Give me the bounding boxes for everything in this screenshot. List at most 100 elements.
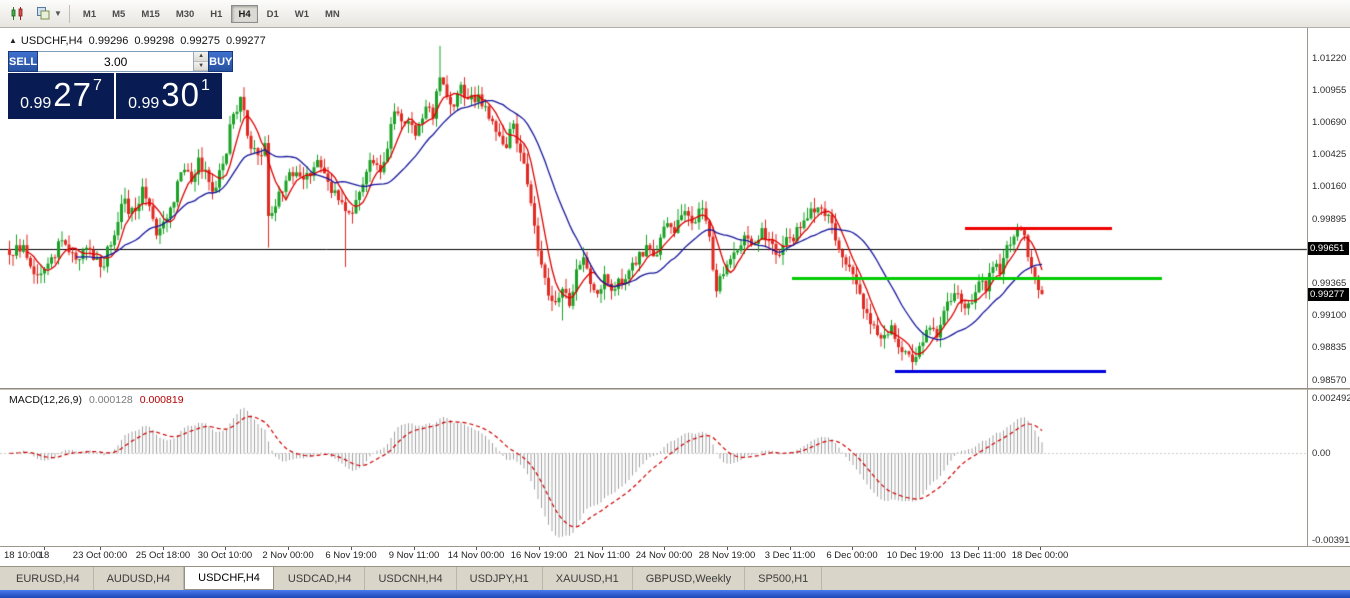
timeframe-button-h4[interactable]: H4 bbox=[231, 4, 258, 23]
timeframe-button-mn[interactable]: MN bbox=[325, 8, 340, 20]
volume-input[interactable] bbox=[38, 52, 194, 71]
tab-sp500-h1[interactable]: SP500,H1 bbox=[745, 567, 823, 590]
price-tag: 0.99651 bbox=[1308, 242, 1349, 256]
time-axis-label: 6 Nov 19:00 bbox=[325, 550, 377, 561]
time-axis-separator bbox=[0, 546, 1350, 547]
time-axis-label: 2 Nov 00:00 bbox=[262, 550, 314, 561]
time-axis-label: 6 Dec 00:00 bbox=[826, 550, 878, 561]
time-axis-label: 3 Dec 11:00 bbox=[764, 550, 816, 561]
tab-usdchf-h4[interactable]: USDCHF,H4 bbox=[184, 567, 274, 590]
time-axis-tick bbox=[790, 547, 791, 550]
time-axis-tick bbox=[978, 547, 979, 550]
buy-price-display[interactable]: 0.99 30 1 bbox=[116, 73, 222, 119]
timeframe-button-w1[interactable]: W1 bbox=[294, 8, 310, 20]
time-axis-tick bbox=[539, 547, 540, 550]
time-axis-tick bbox=[1040, 547, 1041, 550]
time-axis-label: 9 Nov 11:00 bbox=[388, 550, 440, 561]
timeframe-button-d1[interactable]: D1 bbox=[266, 8, 279, 20]
time-axis-label: 25 Oct 18:00 bbox=[135, 550, 191, 561]
chart-type-icon[interactable] bbox=[4, 2, 30, 26]
price-axis-label: 1.00955 bbox=[1312, 84, 1347, 96]
time-axis-tick bbox=[727, 547, 728, 550]
tab-audusd-h4[interactable]: AUDUSD,H4 bbox=[94, 567, 185, 590]
price-axis-label: 0.98835 bbox=[1312, 342, 1347, 354]
sell-price-prefix: 0.99 bbox=[20, 95, 52, 112]
macd-signal-value: 0.000819 bbox=[139, 394, 184, 406]
time-axis-tick bbox=[100, 547, 101, 550]
tab-xauusd-h1[interactable]: XAUUSD,H1 bbox=[543, 567, 633, 590]
timeframe-button-h1[interactable]: H1 bbox=[210, 8, 223, 20]
macd-indicator-label: MACD(12,26,9) 0.000128 0.000819 bbox=[9, 394, 184, 406]
one-click-trading-panel: SELL ▲ ▼ BUY 0.99 27 7 0.99 30 1 bbox=[8, 51, 234, 119]
indicators-icon[interactable] bbox=[30, 2, 56, 26]
time-axis-label: 30 Oct 10:00 bbox=[197, 550, 253, 561]
time-axis-tick bbox=[163, 547, 164, 550]
time-axis-label: 13 Dec 11:00 bbox=[950, 550, 1006, 561]
sell-button[interactable]: SELL bbox=[8, 51, 39, 72]
volume-down-button[interactable]: ▼ bbox=[194, 61, 209, 71]
time-axis-label: 28 Nov 19:00 bbox=[698, 550, 756, 561]
chart-window: ▲ USDCHF,H4 0.99296 0.99298 0.99275 0.99277 S… bbox=[0, 28, 1350, 566]
macd-main-value: 0.000128 bbox=[88, 394, 133, 406]
close-value: 0.99277 bbox=[225, 35, 266, 47]
volume-up-button[interactable]: ▲ bbox=[194, 52, 209, 62]
symbol-period-label: USDCHF,H4 bbox=[20, 35, 83, 47]
timeframe-button-m1[interactable]: M1 bbox=[82, 8, 97, 20]
time-axis-tick bbox=[476, 547, 477, 550]
time-axis-label: 24 Nov 00:00 bbox=[635, 550, 693, 561]
time-axis-tick bbox=[852, 547, 853, 550]
time-axis-tick bbox=[602, 547, 603, 550]
sell-price-pip-digit: 7 bbox=[92, 77, 102, 94]
time-axis-tick bbox=[664, 547, 665, 550]
subwindow-splitter[interactable] bbox=[0, 388, 1350, 390]
tab-eurusd-h4[interactable]: EURUSD,H4 bbox=[3, 567, 94, 590]
volume-stepper: ▲ ▼ bbox=[193, 52, 209, 71]
tab-usdjpy-h1[interactable]: USDJPY,H1 bbox=[457, 567, 543, 590]
tab-usdcnh-h4[interactable]: USDCNH,H4 bbox=[365, 567, 457, 590]
dropdown-caret-icon[interactable]: ▼ bbox=[54, 9, 62, 18]
chart-ohlc-header: ▲ USDCHF,H4 0.99296 0.99298 0.99275 0.99277 bbox=[9, 35, 266, 47]
time-axis-label: 16 Nov 19:00 bbox=[510, 550, 568, 561]
time-axis-label: 10 Dec 19:00 bbox=[886, 550, 944, 561]
price-axis-label: 1.00160 bbox=[1312, 181, 1347, 193]
volume-box: ▲ ▼ bbox=[38, 51, 209, 72]
price-axis-label: 0.99895 bbox=[1312, 213, 1347, 225]
time-axis-label: 23 Oct 00:00 bbox=[72, 550, 128, 561]
time-axis-label: 14 Nov 00:00 bbox=[447, 550, 505, 561]
macd-axis-label: 0.002492 bbox=[1312, 392, 1350, 404]
macd-axis-label: 0.00 bbox=[1312, 447, 1331, 459]
one-click-collapse-icon[interactable]: ▲ bbox=[9, 36, 17, 45]
buy-price-big-digits: 30 bbox=[161, 76, 200, 113]
time-axis-tick bbox=[915, 547, 916, 550]
price-axis-separator bbox=[1307, 28, 1308, 546]
timeframe-buttons: M1 M5 M15 M30 H1 H4 D1 W1 MN bbox=[75, 4, 348, 23]
chart-tab-bar: EURUSD,H4 AUDUSD,H4 USDCHF,H4 USDCAD,H4 USDC… bbox=[0, 566, 1350, 590]
price-axis-label: 1.00425 bbox=[1312, 149, 1347, 161]
low-value: 0.99275 bbox=[180, 35, 220, 47]
time-axis-tick bbox=[288, 547, 289, 550]
price-axis-label: 1.01220 bbox=[1312, 52, 1347, 64]
candlestick-chart-icon bbox=[11, 7, 22, 20]
tab-usdcad-h4[interactable]: USDCAD,H4 bbox=[275, 567, 366, 590]
open-value: 0.99296 bbox=[88, 35, 129, 47]
timeframe-button-m5[interactable]: M5 bbox=[112, 8, 126, 20]
time-axis-tick bbox=[44, 547, 45, 550]
sell-price-display[interactable]: 0.99 27 7 bbox=[8, 73, 114, 119]
price-axis-label: 0.98570 bbox=[1312, 374, 1347, 386]
price-axis-label: 1.00690 bbox=[1312, 116, 1347, 128]
buy-button[interactable]: BUY bbox=[208, 51, 234, 72]
high-value: 0.99298 bbox=[134, 35, 175, 47]
buy-price-prefix: 0.99 bbox=[128, 95, 160, 112]
price-axis-label: 0.99365 bbox=[1312, 277, 1347, 289]
time-axis-tick bbox=[414, 547, 415, 550]
timeframe-button-m30[interactable]: M30 bbox=[175, 8, 195, 20]
buy-price-pip-digit: 1 bbox=[200, 77, 210, 94]
macd-indicator-canvas[interactable] bbox=[0, 390, 1308, 546]
time-axis-label: 18 Dec 00:00 bbox=[1011, 550, 1069, 561]
macd-name: MACD(12,26,9) bbox=[9, 394, 82, 406]
macd-axis-label: -0.003913 bbox=[1312, 534, 1350, 546]
timeframe-button-m15[interactable]: M15 bbox=[141, 8, 160, 20]
time-axis-label: 21 Nov 11:00 bbox=[574, 550, 630, 561]
layers-icon bbox=[36, 7, 49, 20]
tab-gbpusd-weekly[interactable]: GBPUSD,Weekly bbox=[633, 567, 746, 590]
